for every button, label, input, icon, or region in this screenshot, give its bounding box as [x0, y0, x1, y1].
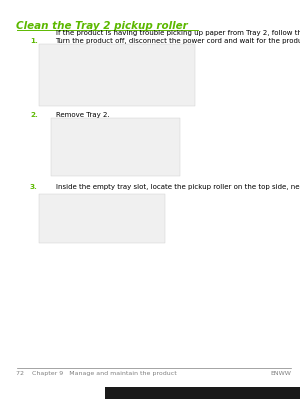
Text: 1.: 1. [30, 38, 38, 44]
Text: Inside the empty tray slot, locate the pickup roller on the top side, near the f: Inside the empty tray slot, locate the p… [56, 184, 300, 190]
Bar [39, 194, 165, 243]
Bar [51, 118, 180, 176]
Text: 72    Chapter 9   Manage and maintain the product: 72 Chapter 9 Manage and maintain the pro… [16, 371, 177, 376]
Text: Turn the product off, disconnect the power cord and wait for the product to cool: Turn the product off, disconnect the pow… [56, 38, 300, 44]
Text: ENWW: ENWW [270, 371, 291, 376]
Bar [105, 387, 300, 399]
Text: If the product is having trouble picking up paper from Tray 2, follow these inst: If the product is having trouble picking… [56, 30, 300, 36]
Text: Clean the Tray 2 pickup roller: Clean the Tray 2 pickup roller [16, 21, 188, 31]
Bar [39, 44, 195, 106]
Text: 2.: 2. [30, 112, 38, 118]
Text: 3.: 3. [30, 184, 38, 190]
Text: Remove Tray 2.: Remove Tray 2. [56, 112, 109, 118]
